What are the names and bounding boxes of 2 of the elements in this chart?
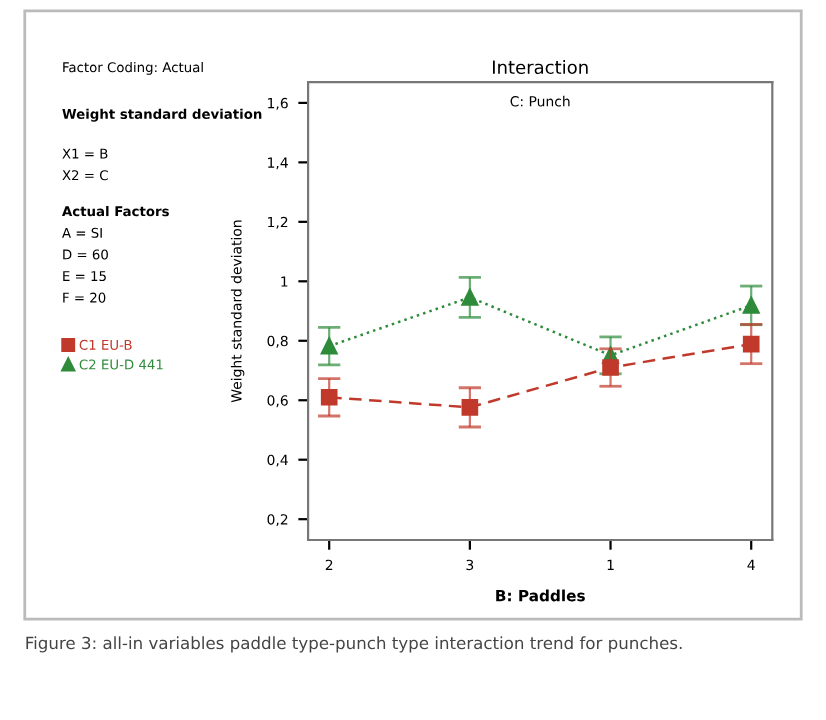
caption: Figure 3: all-in variables paddle type-punch type interaction trend for punches. [26, 636, 682, 653]
chart-title: Interaction [493, 60, 588, 74]
